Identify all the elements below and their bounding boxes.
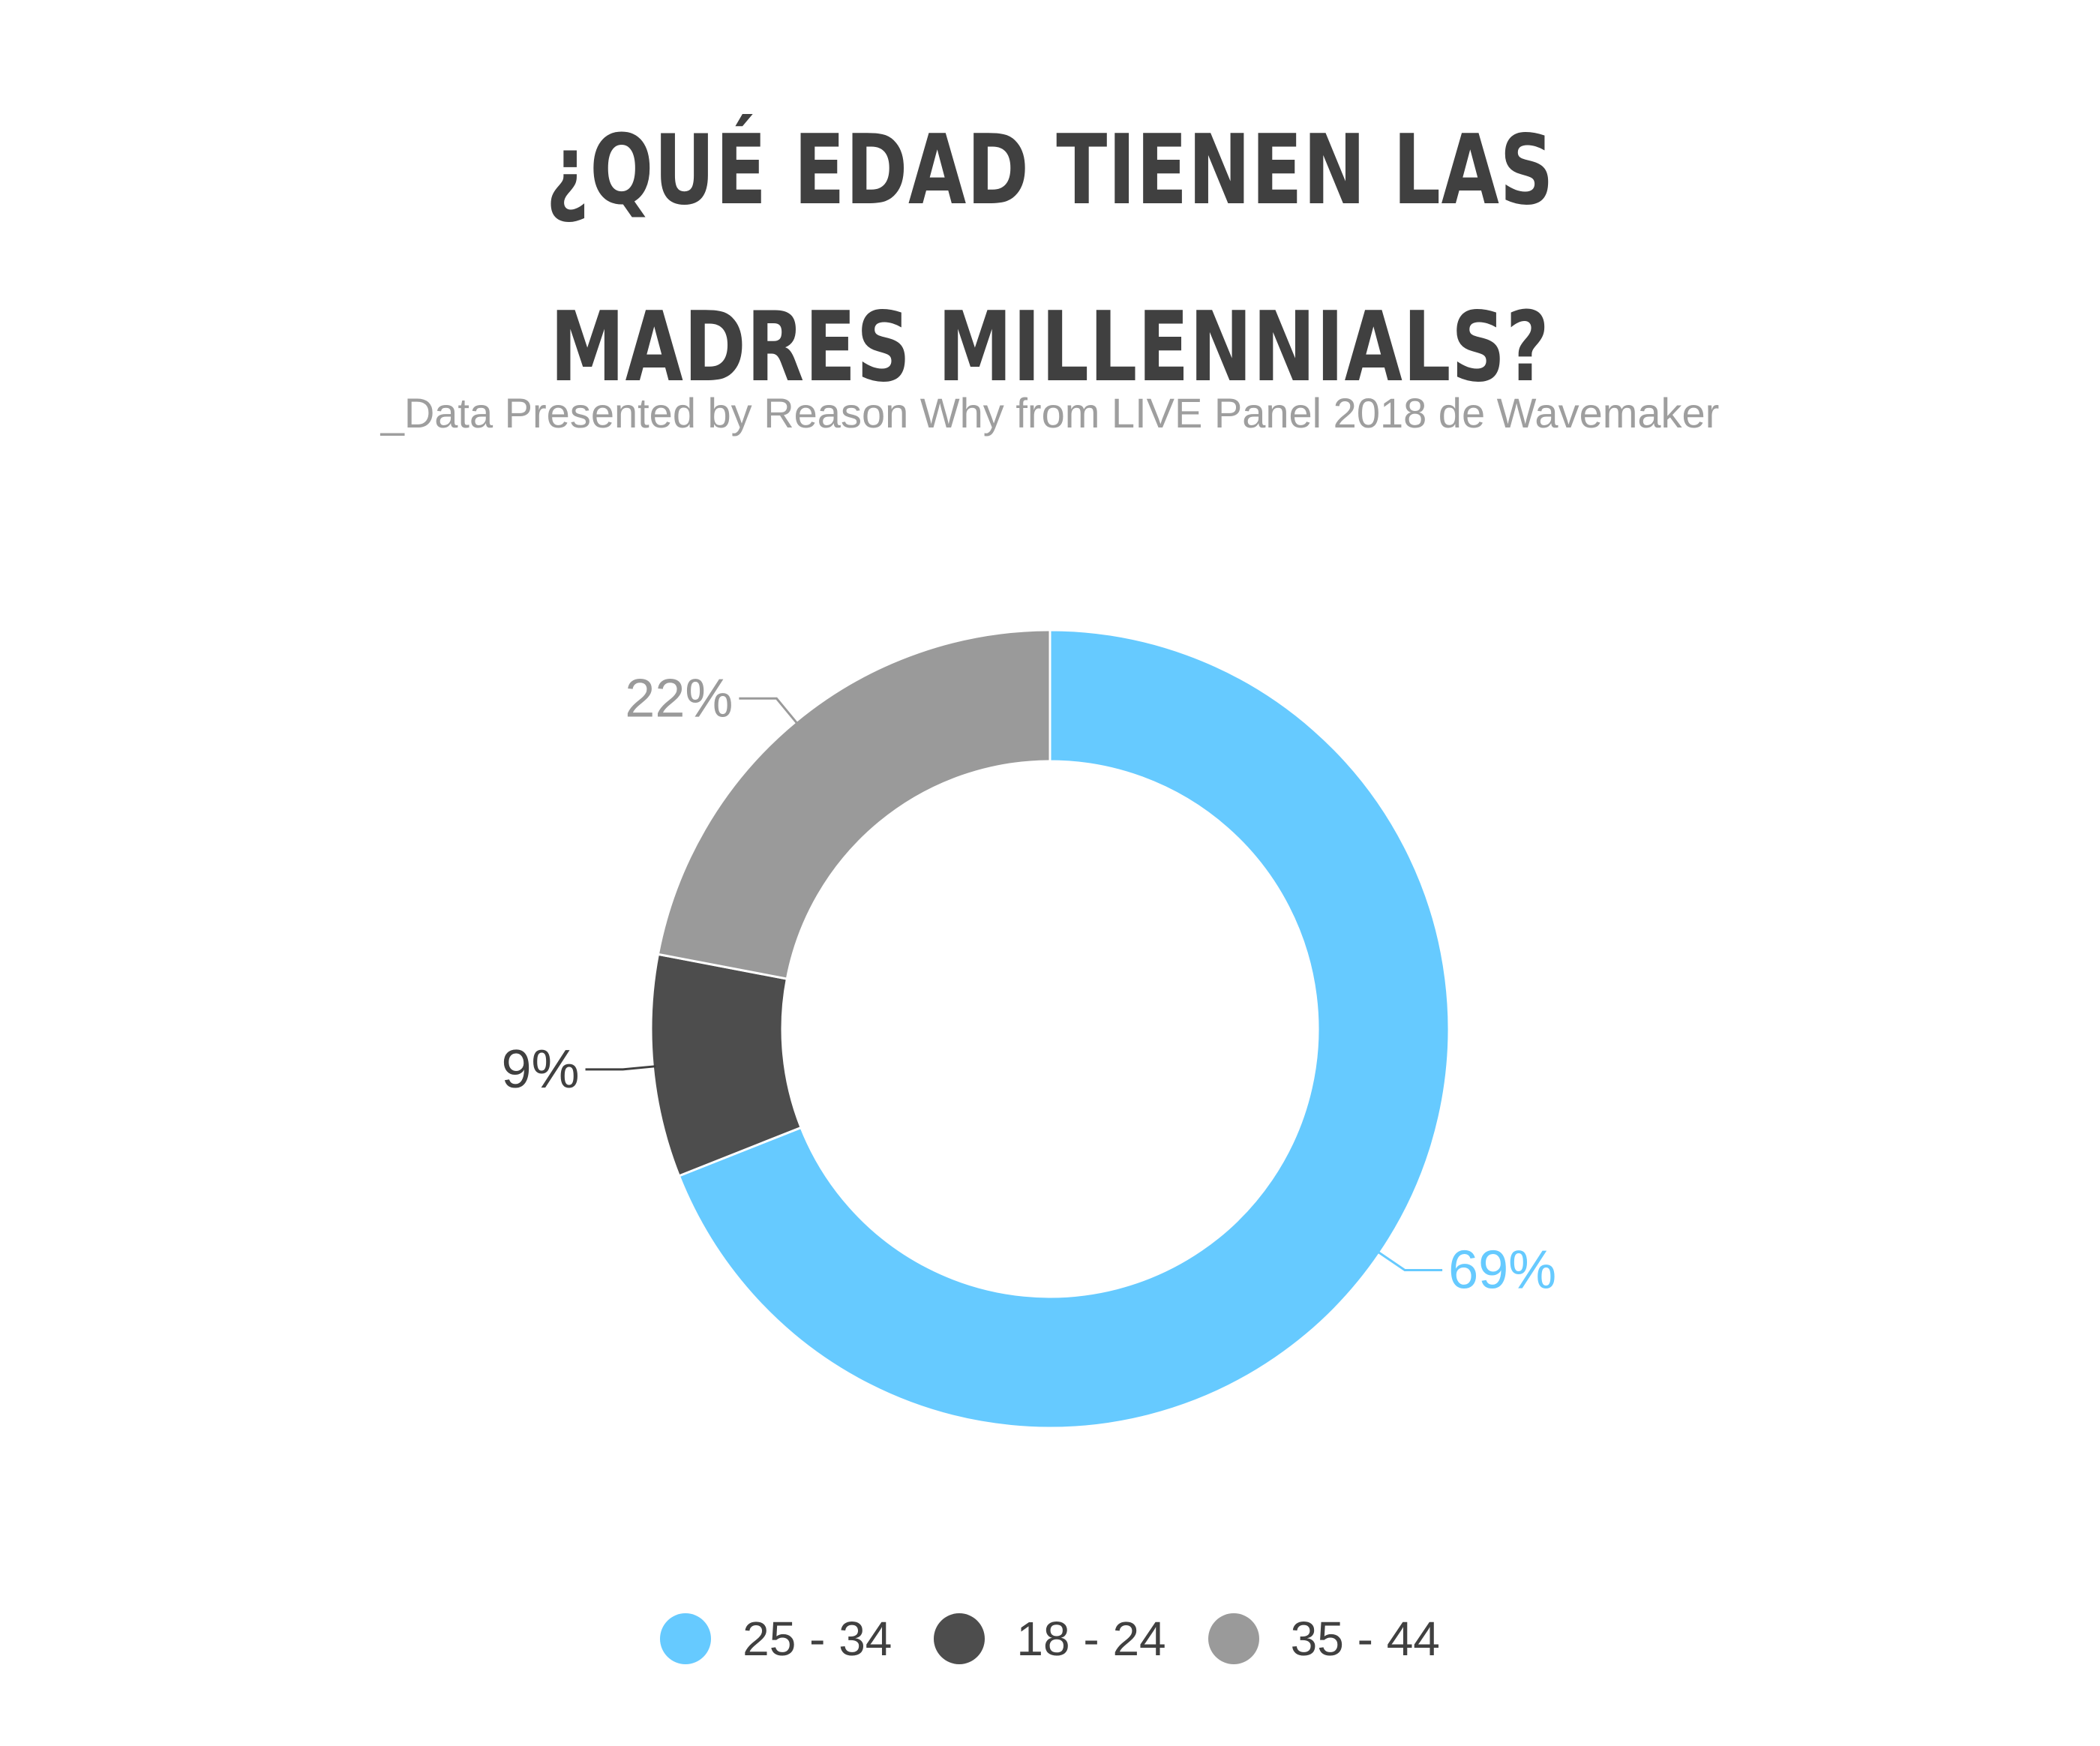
legend-item-35-44: 35 - 44 [1208, 1611, 1440, 1666]
legend-swatch-35-44 [1208, 1613, 1259, 1664]
legend-item-18-24: 18 - 24 [934, 1611, 1166, 1666]
legend-swatch-25-34 [660, 1613, 712, 1664]
data-label-35-44: 22% [625, 668, 733, 728]
legend: 25 - 34 18 - 24 35 - 44 [0, 1611, 2100, 1666]
legend-label-18-24: 18 - 24 [1016, 1612, 1166, 1666]
legend-swatch-18-24 [934, 1613, 986, 1664]
data-label-18-24: 9% [501, 1040, 579, 1100]
chart-subtitle: _Data Presented by Reason Why from LIVE … [380, 389, 1720, 436]
leader-line-25-34 [1376, 1250, 1443, 1272]
legend-label-25-34: 25 - 34 [742, 1612, 892, 1666]
leader-line-18-24 [585, 1065, 656, 1071]
chart-title: ¿QUÉ EDAD TIENEN LAS MADRES MILLENNIALS? [231, 82, 1869, 436]
title-line-1: ¿QUÉ EDAD TIENEN LAS [545, 115, 1555, 226]
data-label-25-34: 69% [1448, 1240, 1556, 1300]
legend-item-25-34: 25 - 34 [660, 1611, 892, 1666]
slice-25-34 [677, 628, 1450, 1430]
slice-35-44 [656, 628, 1052, 980]
legend-label-35-44: 35 - 44 [1290, 1612, 1440, 1666]
leader-line-35-44 [739, 697, 799, 725]
title-line-2: MADRES MILLENNIALS? [550, 292, 1550, 404]
